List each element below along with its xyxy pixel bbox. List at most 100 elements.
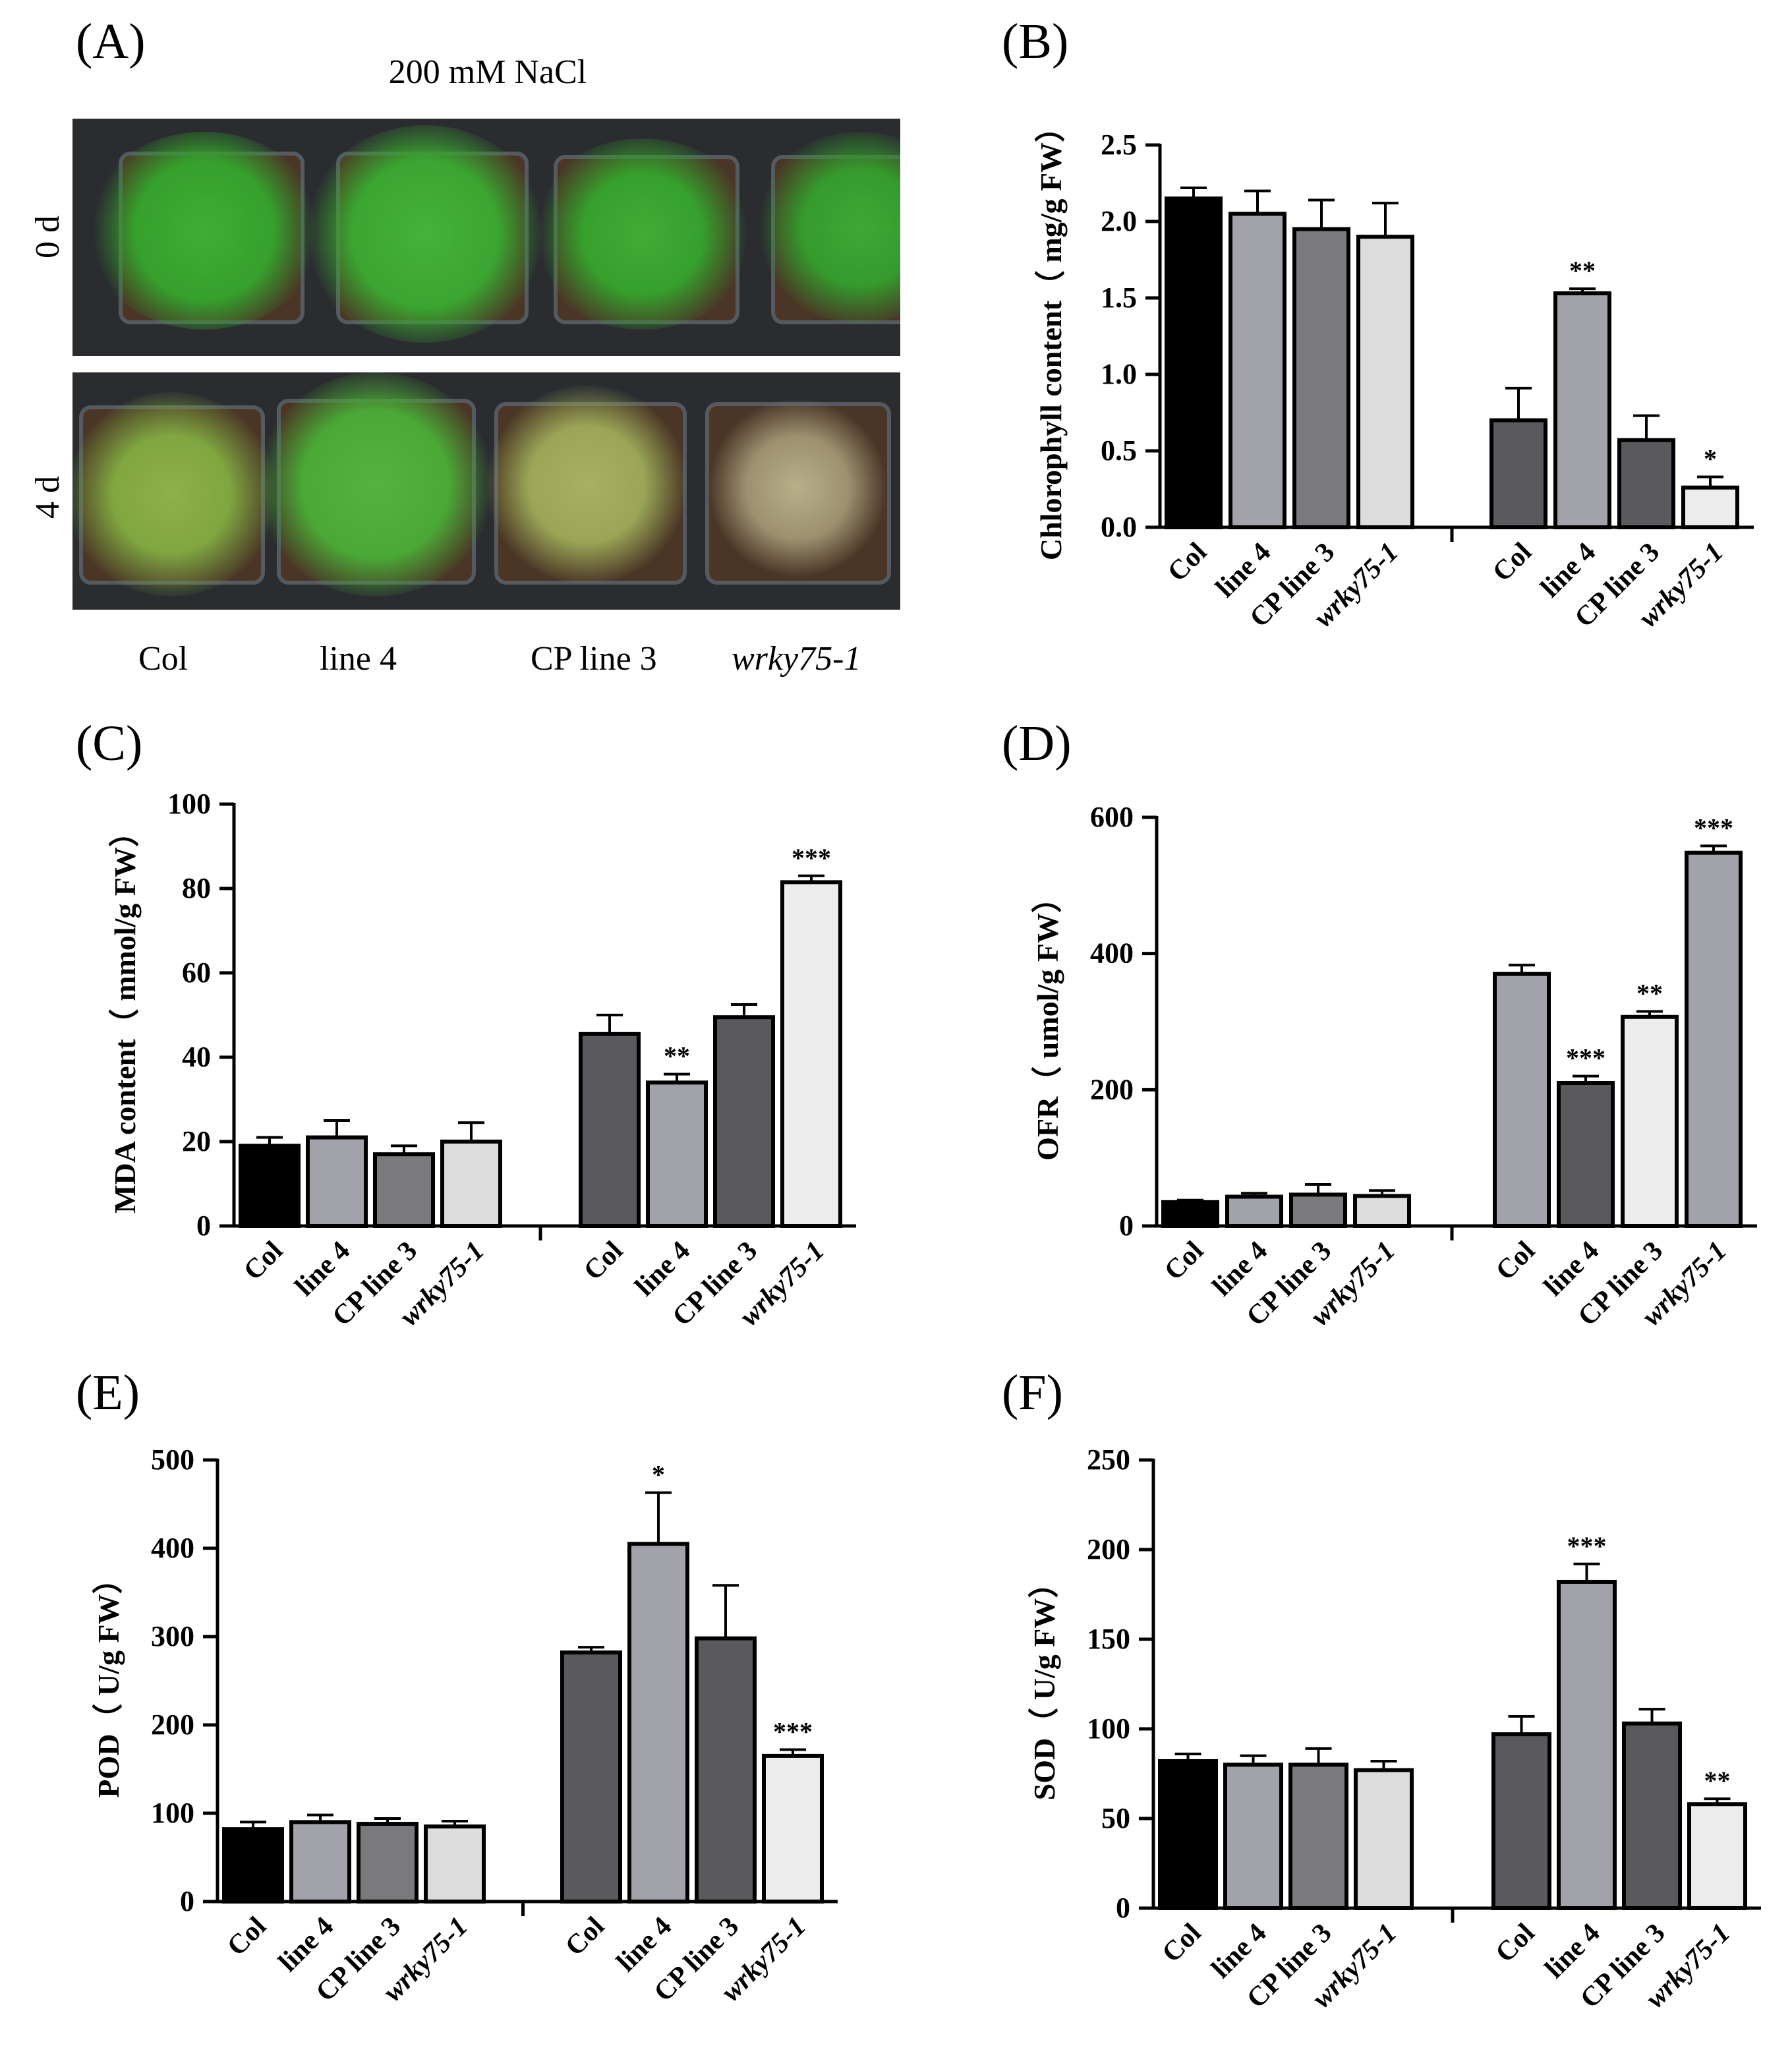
significance-marker: *** bbox=[773, 1717, 813, 1747]
y-axis-label: MDA content（ mmol/g FW） bbox=[108, 817, 142, 1213]
bar bbox=[1354, 1768, 1414, 1910]
bar bbox=[1621, 1014, 1679, 1228]
y-tick-label: 400 bbox=[151, 1532, 194, 1564]
y-axis-label: SOD（ U/g FW） bbox=[1027, 1568, 1061, 1801]
y-tick-label: 600 bbox=[1090, 801, 1134, 833]
plant-photo-panel: 200 mM NaCl 0 d 4 d Col line 4 CP line 3… bbox=[29, 46, 910, 692]
bar bbox=[1681, 485, 1739, 529]
photo-row-4d bbox=[72, 372, 900, 610]
y-tick-label: 200 bbox=[1090, 1073, 1134, 1105]
bar bbox=[1489, 418, 1547, 529]
significance-marker: * bbox=[1704, 444, 1717, 473]
y-tick-label: 50 bbox=[1101, 1802, 1130, 1834]
y-tick-label: 0 bbox=[1116, 1892, 1130, 1924]
y-tick-label: 1.5 bbox=[1101, 281, 1137, 314]
bar bbox=[1292, 227, 1350, 529]
y-axis-label: POD（ U/g FW） bbox=[92, 1563, 125, 1797]
bar bbox=[1617, 438, 1675, 530]
significance-marker: * bbox=[652, 1460, 665, 1490]
category-label: Col bbox=[560, 1911, 610, 1962]
category-label: Col bbox=[1489, 1918, 1540, 1969]
bar bbox=[306, 1135, 368, 1228]
category-label: Col bbox=[578, 1236, 629, 1287]
significance-marker: ** bbox=[1704, 1766, 1731, 1795]
y-tick-label: 150 bbox=[1087, 1623, 1130, 1655]
panel-letter-d: (D) bbox=[1002, 716, 1072, 771]
y-tick-label: 0.0 bbox=[1101, 511, 1137, 543]
bar bbox=[1161, 1200, 1219, 1228]
bar bbox=[1165, 196, 1223, 529]
bar bbox=[289, 1820, 351, 1904]
y-tick-label: 250 bbox=[1087, 1443, 1130, 1476]
bar bbox=[1622, 1721, 1682, 1910]
y-tick-label: 0 bbox=[196, 1209, 211, 1242]
bar bbox=[579, 1032, 641, 1228]
row-label-0d: 0 d bbox=[29, 216, 67, 258]
category-label: Col bbox=[1159, 1236, 1209, 1287]
y-tick-label: 20 bbox=[182, 1125, 211, 1157]
y-tick-label: 2.0 bbox=[1101, 205, 1137, 237]
significance-marker: *** bbox=[792, 843, 831, 873]
bar bbox=[1225, 1194, 1283, 1228]
bar bbox=[1687, 1802, 1747, 1910]
y-tick-label: 300 bbox=[151, 1620, 194, 1652]
y-tick-label: 60 bbox=[182, 956, 211, 989]
bar bbox=[1223, 1762, 1283, 1911]
y-tick-label: 0 bbox=[180, 1885, 194, 1917]
bar bbox=[1158, 1759, 1218, 1911]
bar bbox=[357, 1822, 419, 1904]
significance-marker: ** bbox=[1636, 979, 1663, 1008]
significance-marker: ** bbox=[664, 1041, 690, 1071]
bar bbox=[646, 1080, 708, 1228]
y-axis-label: Chlorophyll content（ mg/g FW） bbox=[1034, 112, 1068, 560]
treatment-title: 200 mM NaCl bbox=[388, 53, 587, 91]
bar bbox=[1288, 1762, 1348, 1911]
row-label-4d: 4 d bbox=[29, 476, 67, 519]
chlorophyll-chart: 0.0 0.5 1.0 1.5 2.0 2.5 Chlorophyll content（ m… bbox=[1034, 112, 1754, 633]
y-tick-label: 2.5 bbox=[1101, 129, 1137, 161]
category-label: Col bbox=[1487, 537, 1538, 588]
y-tick-label: 100 bbox=[151, 1797, 194, 1829]
bar bbox=[1553, 291, 1611, 529]
bar bbox=[222, 1827, 284, 1904]
genotype-label-col: Col bbox=[138, 640, 188, 678]
significance-marker: *** bbox=[1694, 813, 1733, 842]
y-tick-label: 100 bbox=[1087, 1712, 1130, 1745]
bar bbox=[424, 1824, 486, 1904]
category-label: Col bbox=[238, 1236, 289, 1287]
bar bbox=[1353, 1194, 1411, 1228]
bar bbox=[1493, 972, 1551, 1228]
bar bbox=[373, 1152, 435, 1229]
significance-marker: ** bbox=[1569, 256, 1596, 285]
bar bbox=[560, 1650, 622, 1904]
genotype-label-cp-line3: CP line 3 bbox=[531, 640, 657, 678]
bar bbox=[239, 1144, 301, 1229]
y-axis-label: OFR（ umol/g FW） bbox=[1031, 883, 1064, 1161]
y-tick-label: 100 bbox=[167, 788, 211, 820]
panel-letter-f: (F) bbox=[1002, 1365, 1063, 1420]
y-tick-label: 1.0 bbox=[1101, 358, 1137, 390]
panel-letter-b: (B) bbox=[1002, 14, 1069, 69]
bar bbox=[1356, 235, 1414, 529]
y-tick-label: 200 bbox=[151, 1708, 194, 1741]
bar bbox=[1557, 1579, 1617, 1911]
panel-letter-a: (A) bbox=[76, 14, 146, 69]
y-tick-label: 0.5 bbox=[1101, 434, 1137, 467]
bar bbox=[762, 1753, 824, 1904]
bar bbox=[713, 1015, 775, 1228]
y-tick-label: 500 bbox=[151, 1443, 194, 1476]
category-label: Col bbox=[221, 1911, 272, 1962]
y-tick-label: 200 bbox=[1087, 1533, 1130, 1565]
y-tick-label: 400 bbox=[1090, 937, 1134, 970]
photo-row-0d bbox=[72, 119, 900, 356]
panel-letter-e: (E) bbox=[76, 1365, 140, 1420]
category-label: Col bbox=[1156, 1918, 1207, 1969]
category-label: Col bbox=[1490, 1236, 1541, 1287]
bar bbox=[440, 1140, 502, 1228]
bar bbox=[1557, 1081, 1615, 1228]
y-tick-label: 40 bbox=[182, 1041, 211, 1073]
